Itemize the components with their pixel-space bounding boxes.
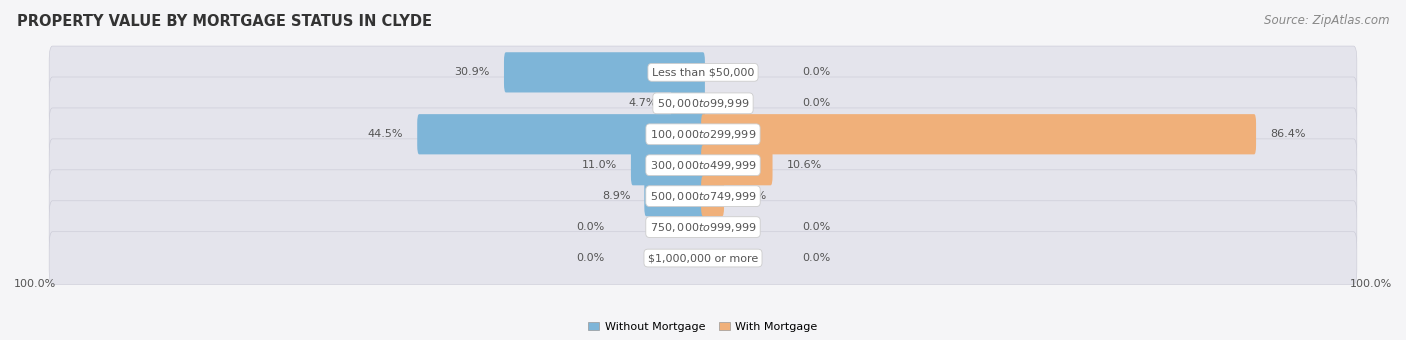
Text: 11.0%: 11.0% — [582, 160, 617, 170]
Text: 4.7%: 4.7% — [628, 98, 657, 108]
Text: $100,000 to $299,999: $100,000 to $299,999 — [650, 128, 756, 141]
Text: 0.0%: 0.0% — [576, 222, 605, 232]
FancyBboxPatch shape — [49, 139, 1357, 191]
Legend: Without Mortgage, With Mortgage: Without Mortgage, With Mortgage — [583, 318, 823, 337]
Text: PROPERTY VALUE BY MORTGAGE STATUS IN CLYDE: PROPERTY VALUE BY MORTGAGE STATUS IN CLY… — [17, 14, 432, 29]
Text: 100.0%: 100.0% — [1350, 279, 1392, 289]
FancyBboxPatch shape — [49, 108, 1357, 160]
Text: Less than $50,000: Less than $50,000 — [652, 67, 754, 78]
FancyBboxPatch shape — [49, 46, 1357, 99]
Text: $50,000 to $99,999: $50,000 to $99,999 — [657, 97, 749, 110]
FancyBboxPatch shape — [49, 201, 1357, 253]
Text: 86.4%: 86.4% — [1270, 129, 1306, 139]
Text: 8.9%: 8.9% — [602, 191, 630, 201]
FancyBboxPatch shape — [702, 114, 1256, 154]
FancyBboxPatch shape — [671, 83, 704, 123]
Text: $750,000 to $999,999: $750,000 to $999,999 — [650, 221, 756, 234]
Text: $1,000,000 or more: $1,000,000 or more — [648, 253, 758, 263]
Text: 30.9%: 30.9% — [454, 67, 489, 78]
Text: 0.0%: 0.0% — [801, 253, 830, 263]
Text: 44.5%: 44.5% — [368, 129, 404, 139]
FancyBboxPatch shape — [503, 52, 704, 92]
Text: Source: ZipAtlas.com: Source: ZipAtlas.com — [1264, 14, 1389, 27]
FancyBboxPatch shape — [49, 170, 1357, 222]
FancyBboxPatch shape — [49, 77, 1357, 130]
FancyBboxPatch shape — [702, 176, 724, 216]
FancyBboxPatch shape — [702, 145, 772, 185]
FancyBboxPatch shape — [418, 114, 704, 154]
Text: 0.0%: 0.0% — [801, 98, 830, 108]
Text: 100.0%: 100.0% — [14, 279, 56, 289]
Text: 0.0%: 0.0% — [801, 67, 830, 78]
Text: $300,000 to $499,999: $300,000 to $499,999 — [650, 159, 756, 172]
Text: 3.0%: 3.0% — [738, 191, 766, 201]
FancyBboxPatch shape — [49, 232, 1357, 284]
Text: 0.0%: 0.0% — [576, 253, 605, 263]
Text: 0.0%: 0.0% — [801, 222, 830, 232]
Text: $500,000 to $749,999: $500,000 to $749,999 — [650, 190, 756, 203]
FancyBboxPatch shape — [631, 145, 704, 185]
FancyBboxPatch shape — [644, 176, 704, 216]
Text: 10.6%: 10.6% — [786, 160, 823, 170]
